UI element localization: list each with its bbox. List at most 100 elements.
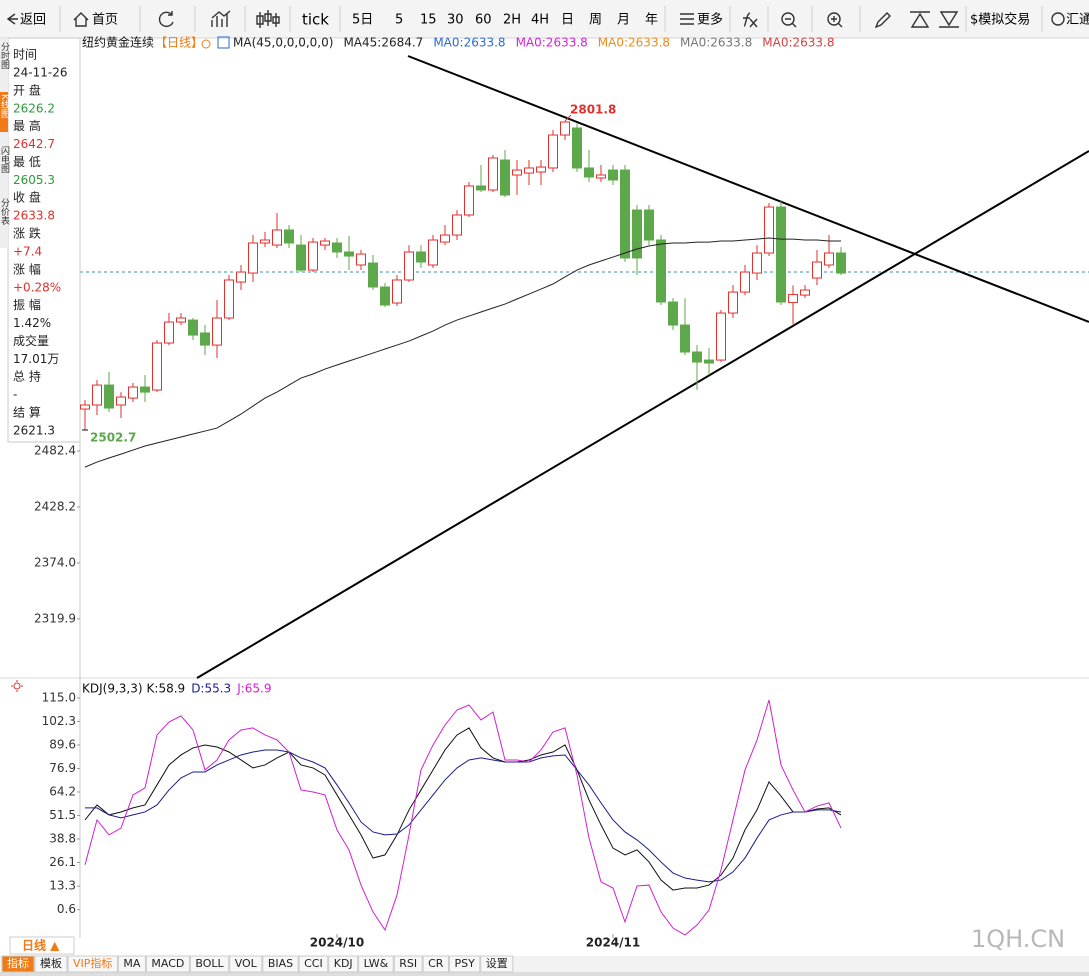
candle-body (296, 244, 306, 271)
y-tick-label: 76.9 (49, 761, 76, 775)
y-tick-label: 102.3 (42, 714, 76, 728)
candle-body (776, 206, 786, 303)
toolbar-button[interactable]: 日 (561, 13, 574, 28)
tab-box[interactable] (422, 955, 449, 973)
tab-box[interactable] (298, 955, 329, 973)
max-marker (564, 114, 572, 122)
tab[interactable]: MA (123, 957, 140, 970)
tab[interactable]: LW& (364, 957, 389, 970)
add-icon[interactable] (201, 39, 211, 49)
candle-body (764, 206, 774, 254)
candle-body (92, 384, 102, 406)
indicator-legend: MA(45,0,0,0,0,0) (233, 36, 333, 50)
info-value: 24-11-26 (13, 66, 67, 80)
tab[interactable]: VOL (235, 957, 258, 970)
info-value: - (13, 388, 17, 402)
toolbar-bg (0, 0, 1089, 38)
y-tick-label: 2374.0 (34, 555, 76, 569)
side-tab[interactable]: K线图 (0, 94, 10, 119)
toolbar-button[interactable]: 4H (531, 13, 549, 28)
candle-body (404, 251, 414, 281)
period-button[interactable]: 日线 ▲ (22, 938, 60, 953)
side-tab[interactable]: 闪电图 (0, 146, 10, 174)
x-tick-label: 2024/11 (586, 936, 640, 950)
tab-box[interactable] (480, 955, 514, 973)
tab[interactable]: CCI (304, 957, 323, 970)
period-button-box[interactable] (9, 936, 75, 955)
indicator-legend: MA0:2633.8 (516, 36, 588, 50)
toolbar-button[interactable]: $模拟交易 (970, 12, 1030, 28)
toolbar-icons (6, 10, 1065, 29)
info-value: +0.28% (13, 280, 61, 294)
info-value: 1.42% (13, 316, 51, 330)
tab-box[interactable] (262, 955, 299, 973)
tab-box[interactable] (448, 955, 481, 973)
pen-icon (874, 12, 891, 29)
info-label: 总 持 (13, 369, 41, 384)
info-label: 振 幅 (13, 297, 41, 312)
side-tab[interactable]: 分价表 (0, 198, 10, 226)
tab[interactable]: CR (428, 957, 444, 970)
tab-box[interactable] (1, 955, 35, 973)
tab[interactable]: BIAS (268, 957, 293, 970)
info-label: 最 高 (13, 118, 41, 133)
candle-body (476, 185, 486, 191)
toolbar-button[interactable]: 30 (447, 13, 464, 28)
tab-box[interactable] (358, 955, 394, 973)
watermark: 1QH.CN (971, 925, 1065, 953)
tab-box[interactable] (229, 955, 263, 973)
toolbar-button[interactable]: 月 (617, 13, 630, 28)
toolbar-button[interactable]: 首页 (92, 13, 118, 28)
tab[interactable]: 模板 (40, 956, 62, 970)
info-panel (7, 37, 81, 443)
kdj-line (85, 749, 842, 883)
y-tick-label: 0.6 (57, 902, 76, 916)
tab[interactable]: 指标 (7, 956, 29, 970)
tab-box[interactable] (34, 955, 68, 973)
toolbar-button[interactable]: 2H (503, 13, 521, 28)
toolbar-button[interactable]: 60 (475, 13, 492, 28)
side-tab[interactable]: 分时图 (0, 42, 10, 70)
tab-box[interactable] (189, 955, 230, 973)
tab-box[interactable] (393, 955, 423, 973)
candle-body (308, 241, 318, 271)
candle-body (464, 185, 474, 216)
toolbar-button[interactable]: 更多 (697, 12, 723, 28)
toolbar-button[interactable]: 汇通 (1066, 13, 1089, 28)
candle-body (680, 324, 690, 353)
candle-body (212, 317, 222, 346)
info-label: 涨 跌 (13, 226, 41, 241)
candle-icon (256, 10, 280, 28)
tab-box[interactable] (328, 955, 359, 973)
tab[interactable]: VIP指标 (73, 956, 112, 970)
tab-box[interactable] (117, 955, 146, 973)
home-icon (73, 12, 89, 27)
toolbar-separators (59, 6, 1043, 32)
tab[interactable]: 设置 (486, 957, 508, 970)
tab[interactable]: KDJ (334, 957, 353, 970)
tab-box[interactable] (67, 955, 118, 973)
zoom-in-icon (831, 16, 843, 28)
toolbar-button[interactable]: 15 (420, 13, 437, 28)
tab[interactable]: PSY (454, 957, 475, 970)
tab[interactable]: BOLL (195, 957, 224, 970)
candle-body (512, 169, 522, 176)
toolbar-button[interactable]: 5 (395, 13, 403, 28)
candle-body (800, 289, 810, 296)
menu-icon (680, 13, 694, 25)
tab[interactable]: MACD (151, 957, 184, 970)
toolbar-button[interactable]: tick (302, 11, 329, 29)
period-label: 【日线】 (155, 36, 203, 50)
candle-body (596, 174, 606, 179)
indicator-legend: MA0:2633.8 (598, 36, 670, 50)
tab-box[interactable] (145, 955, 190, 973)
y-tick-label: 2482.4 (34, 443, 76, 457)
tab[interactable]: RSI (399, 957, 417, 970)
side-tab-active (0, 92, 8, 132)
toolbar-button[interactable]: 5日 (352, 13, 373, 28)
toolbar-button[interactable]: 周 (589, 13, 602, 28)
toolbar-button[interactable]: 年 (645, 13, 658, 28)
candle-body (344, 251, 354, 257)
toolbar-button[interactable]: 返回 (20, 13, 46, 28)
candle-body (368, 262, 378, 288)
